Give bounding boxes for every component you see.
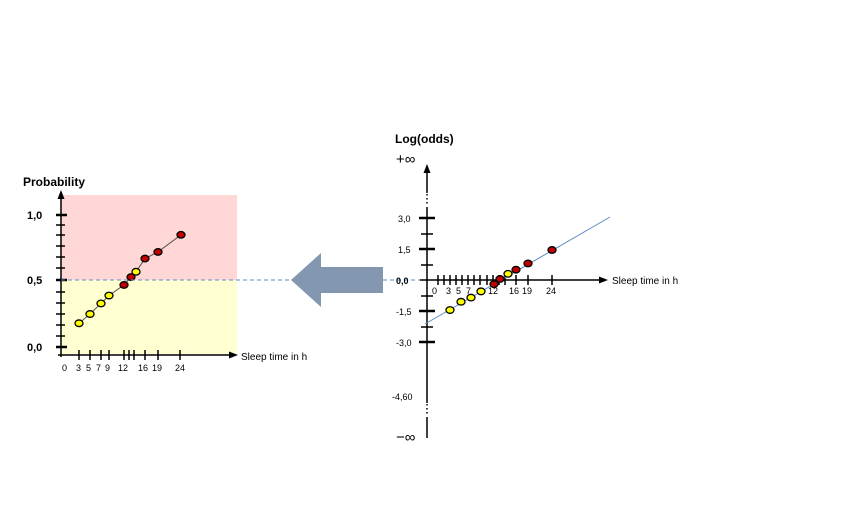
left-data-point bbox=[104, 291, 114, 300]
left-arrow-icon bbox=[291, 253, 383, 307]
left-data-point bbox=[153, 248, 163, 256]
left-data-point bbox=[96, 299, 106, 308]
right-data-point bbox=[489, 280, 499, 289]
minus-infinity-label: −∞ bbox=[396, 429, 416, 446]
right-x-tick-label: 0 bbox=[432, 286, 437, 296]
right-data-point bbox=[456, 297, 466, 306]
right-y-tick-label: -3,0 bbox=[396, 338, 412, 348]
left-data-point bbox=[74, 319, 84, 328]
left-x-tick-label: 0 bbox=[62, 363, 67, 373]
left-x-tick-label: 5 bbox=[86, 363, 91, 373]
left-data-point bbox=[131, 267, 141, 276]
right-x-axis-arrowhead bbox=[599, 276, 608, 284]
left-y-axis-arrowhead bbox=[57, 190, 65, 199]
right-data-points bbox=[445, 246, 557, 314]
right-y-tick-label: 1,5 bbox=[398, 245, 411, 255]
left-y-tick-label: 0,0 bbox=[27, 342, 42, 354]
left-x-tick-label: 9 bbox=[105, 363, 110, 373]
right-x-axis-label: Sleep time in h bbox=[612, 276, 678, 287]
right-data-point bbox=[466, 293, 476, 302]
left-data-point bbox=[140, 254, 150, 263]
left-y-tick-label: 1,0 bbox=[27, 210, 42, 222]
right-y-tick-label: 0,0 bbox=[396, 276, 409, 286]
left-y-tick-label: 0,5 bbox=[27, 275, 42, 287]
left-x-tick-label: 19 bbox=[152, 363, 162, 373]
plus-infinity-label: +∞ bbox=[396, 151, 416, 168]
right-x-tick-label: 24 bbox=[546, 286, 556, 296]
right-x-tick-label: 3 bbox=[446, 286, 451, 296]
right-data-point bbox=[495, 275, 505, 283]
probability-curve bbox=[78, 234, 182, 324]
left-x-tick-label: 24 bbox=[175, 363, 185, 373]
left-x-axis-label: Sleep time in h bbox=[241, 352, 307, 363]
right-x-tick-label: 7 bbox=[466, 286, 471, 296]
right-y-tick-label: -4,60 bbox=[392, 392, 413, 402]
left-x-tick-label: 3 bbox=[76, 363, 81, 373]
right-data-point bbox=[476, 287, 486, 296]
right-x-tick-label: 16 bbox=[509, 286, 519, 296]
left-x-tick-label: 12 bbox=[118, 363, 128, 373]
right-data-point bbox=[511, 265, 521, 274]
right-x-tick-label: 19 bbox=[522, 286, 532, 296]
probability-chart: Probability 1,0 0,5 0,0 bbox=[23, 175, 307, 373]
left-data-point bbox=[119, 281, 129, 289]
right-y-axis-label: Log(odds) bbox=[395, 132, 454, 146]
right-y-tick-label: 3,0 bbox=[398, 214, 411, 224]
right-y-tick-label: -1,5 bbox=[396, 307, 412, 317]
left-data-points bbox=[74, 230, 186, 328]
right-y-axis-arrowhead bbox=[423, 164, 431, 173]
left-x-tick-label: 16 bbox=[138, 363, 148, 373]
left-data-point bbox=[85, 310, 95, 318]
right-x-tick-label: 12 bbox=[488, 286, 498, 296]
right-data-point bbox=[523, 259, 533, 268]
right-data-point bbox=[445, 306, 455, 314]
log-odds-chart: Log(odds) +∞ −∞ 3,0 1,5 0,0 -1,5 -3,0 -4… bbox=[392, 132, 678, 446]
right-x-tick-label: 5 bbox=[456, 286, 461, 296]
left-x-axis-arrowhead bbox=[229, 351, 238, 359]
left-data-point bbox=[176, 230, 186, 239]
right-data-point bbox=[547, 246, 557, 254]
left-x-tick-label: 7 bbox=[96, 363, 101, 373]
above-threshold-region bbox=[61, 195, 237, 280]
right-data-point bbox=[503, 269, 513, 278]
left-y-axis-label: Probability bbox=[23, 175, 85, 189]
